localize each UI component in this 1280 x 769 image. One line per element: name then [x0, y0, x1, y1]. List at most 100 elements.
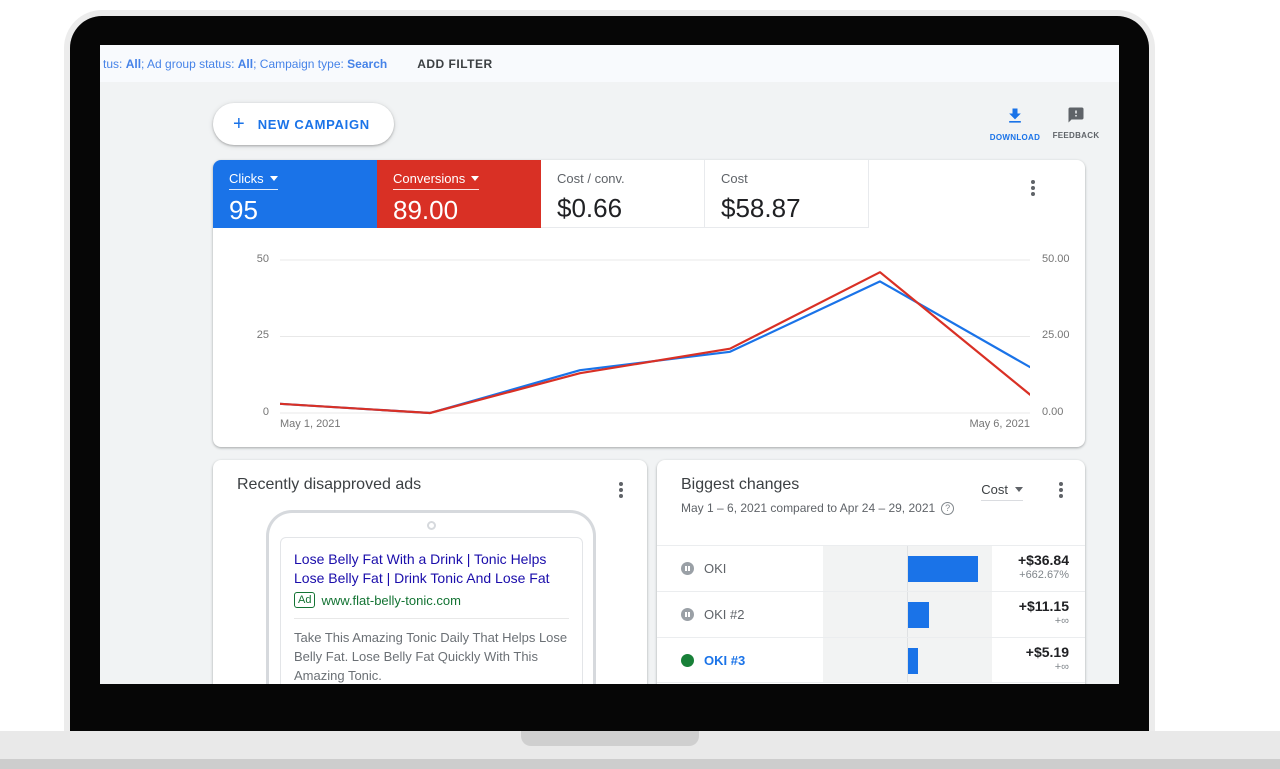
change-bar — [908, 556, 978, 582]
campaign-name-cell: OKI #3 — [657, 638, 823, 682]
laptop-frame: tus: All; Ad group status: All; Campaign… — [64, 10, 1155, 731]
download-button[interactable]: DOWNLOAD — [985, 106, 1045, 142]
ad-badge: Ad — [294, 592, 316, 608]
table-row: OKI +$36.84 +662.67% — [657, 545, 1085, 591]
scorecard-conversions[interactable]: Conversions 89.00 — [377, 160, 541, 228]
filter-value-adgroup-status: All — [237, 56, 254, 71]
laptop-base-edge — [0, 759, 1280, 769]
change-bar — [908, 648, 918, 674]
scorecard-conversions-value: 89.00 — [393, 195, 459, 225]
y-axis-tick-left: 25 — [256, 329, 269, 341]
paused-status-icon — [681, 562, 694, 575]
scorecard-clicks-value: 95 — [229, 195, 258, 225]
line-chart — [280, 259, 1030, 415]
feedback-button[interactable]: FEEDBACK — [1046, 106, 1106, 140]
change-value-cell: +$11.15 +∞ — [992, 592, 1085, 637]
scorecard-cost-per-conv[interactable]: Cost / conv. $0.66 — [541, 160, 705, 228]
campaign-name[interactable]: OKI #3 — [704, 652, 746, 668]
download-icon — [1009, 108, 1021, 123]
help-icon[interactable]: ? — [941, 501, 955, 515]
filter-value-campaign-type: Search — [347, 56, 388, 71]
new-campaign-label: NEW CAMPAIGN — [257, 116, 370, 132]
feedback-label: FEEDBACK — [1052, 131, 1100, 140]
scorecard-cost-per-conv-label: Cost / conv. — [557, 171, 625, 186]
metric-dropdown[interactable]: Cost — [981, 482, 1023, 501]
phone-camera-icon — [426, 521, 436, 530]
scorecard-clicks-label: Clicks — [229, 171, 264, 186]
laptop-notch — [521, 731, 699, 746]
change-value-cell: +$5.19 +∞ — [992, 638, 1085, 682]
add-filter-button[interactable]: ADD FILTER — [417, 56, 493, 71]
change-percent: +∞ — [1054, 661, 1069, 673]
screen: tus: All; Ad group status: All; Campaign… — [100, 45, 1119, 684]
y-axis-tick-left: 0 — [262, 406, 269, 418]
biggest-changes-menu-button[interactable] — [1049, 478, 1073, 502]
phone-mockup: Lose Belly Fat With a Drink | Tonic Help… — [266, 510, 596, 684]
y-axis-tick-right: 25.00 — [1042, 329, 1070, 341]
overview-chart-card: Clicks 95 Conversions 89.00 Cost / conv.… — [213, 160, 1085, 447]
laptop-base — [0, 731, 1280, 769]
scorecard-cost[interactable]: Cost $58.87 — [705, 160, 869, 228]
chart-card-menu-button[interactable] — [1021, 176, 1045, 200]
scorecard-cost-per-conv-value: $0.66 — [557, 193, 623, 223]
y-axis-tick-right: 0.00 — [1042, 406, 1064, 418]
paused-status-icon — [681, 608, 694, 621]
disapproved-ads-menu-button[interactable] — [609, 478, 633, 502]
feedback-icon — [1068, 107, 1084, 123]
table-row: OKI #2 +$11.15 +∞ — [657, 591, 1085, 637]
bar-axis-line — [907, 638, 908, 682]
metric-dropdown-label: Cost — [981, 482, 1008, 497]
filter-part-3: ; Campaign type: — [253, 56, 348, 71]
new-campaign-button[interactable]: + NEW CAMPAIGN — [213, 103, 394, 145]
y-axis-tick-left: 50 — [256, 253, 269, 265]
x-axis-end-label: May 6, 2021 — [969, 418, 1030, 430]
disapproved-ads-card: Recently disapproved ads Lose Belly Fat … — [213, 460, 647, 684]
change-value-cell: +$36.84 +662.67% — [992, 546, 1085, 591]
clicks-line — [280, 280, 1030, 415]
scorecard-conversions-label: Conversions — [393, 171, 466, 186]
campaign-name[interactable]: OKI #2 — [704, 607, 745, 622]
scorecard-cost-label: Cost — [721, 171, 748, 186]
change-amount: +$11.15 — [1018, 598, 1069, 614]
change-amount: +$36.84 — [1018, 552, 1069, 568]
biggest-changes-table: OKI +$36.84 +662.67% OKI #2 — [657, 545, 1085, 683]
change-bar-cell — [823, 546, 992, 591]
change-amount: +$5.19 — [1025, 644, 1069, 660]
change-percent: +662.67% — [1019, 569, 1069, 581]
filter-part-1: tus: — [103, 56, 126, 71]
biggest-changes-subtitle: May 1 – 6, 2021 compared to Apr 24 – 29,… — [681, 501, 955, 515]
bar-axis-line — [907, 546, 908, 591]
conversions-line — [280, 271, 1030, 415]
disapproved-ads-title: Recently disapproved ads — [237, 476, 422, 493]
filter-summary[interactable]: tus: All; Ad group status: All; Campaign… — [103, 57, 387, 71]
change-percent: +∞ — [1054, 615, 1069, 627]
bar-axis-line — [907, 592, 908, 637]
ad-divider — [294, 618, 569, 619]
y-axis-tick-right: 50.00 — [1042, 253, 1070, 265]
chevron-down-icon — [269, 176, 278, 181]
enabled-status-icon — [681, 653, 694, 667]
change-bar-cell — [823, 638, 992, 682]
chevron-down-icon — [471, 176, 480, 181]
biggest-changes-title: Biggest changes — [681, 476, 800, 493]
date-comparison-text: May 1 – 6, 2021 compared to Apr 24 – 29,… — [681, 501, 936, 515]
ad-description: Take This Amazing Tonic Daily That Helps… — [294, 630, 568, 683]
campaign-name[interactable]: OKI — [704, 561, 727, 576]
scorecard-cost-value: $58.87 — [721, 193, 801, 223]
biggest-changes-card: Biggest changes May 1 – 6, 2021 compared… — [657, 460, 1085, 684]
change-bar — [908, 602, 929, 628]
scorecard-clicks[interactable]: Clicks 95 — [213, 160, 377, 228]
scorecard-row: Clicks 95 Conversions 89.00 Cost / conv.… — [213, 160, 1085, 228]
ad-preview: Lose Belly Fat With a Drink | Tonic Help… — [280, 537, 583, 684]
filter-bar: tus: All; Ad group status: All; Campaign… — [100, 45, 1119, 82]
ad-display-url: www.flat-belly-tonic.com — [321, 592, 461, 608]
campaign-name-cell: OKI — [657, 546, 823, 591]
download-label: DOWNLOAD — [989, 133, 1041, 142]
filter-part-2: ; Ad group status: — [141, 56, 238, 71]
chevron-down-icon — [1015, 487, 1023, 492]
change-bar-cell — [823, 592, 992, 637]
campaign-name-cell: OKI #2 — [657, 592, 823, 637]
ad-headline: Lose Belly Fat With a Drink | Tonic Help… — [294, 551, 550, 586]
filter-value-status: All — [125, 56, 142, 71]
table-row: OKI #3 +$5.19 +∞ — [657, 637, 1085, 683]
